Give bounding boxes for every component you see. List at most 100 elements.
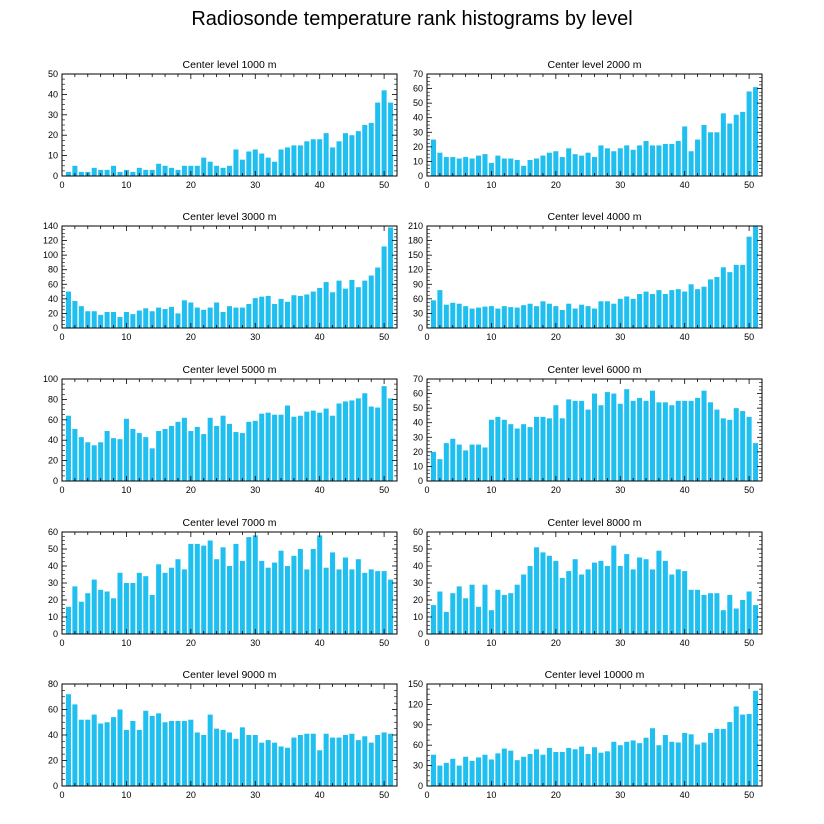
bar [566, 399, 572, 481]
bar [585, 152, 591, 176]
bar [656, 290, 662, 328]
bar [585, 306, 591, 328]
bar [175, 421, 181, 481]
bar [540, 155, 546, 176]
y-tick-label: 120 [408, 265, 423, 275]
bar [98, 442, 104, 481]
bar [349, 569, 355, 634]
chart-panel-3: Center level 3000 m 0 10 20 30 40 50 0 20 40 60 80 1… [43, 211, 398, 342]
y-tick-label: 150 [408, 250, 423, 260]
bar [317, 535, 323, 634]
bar [611, 393, 617, 481]
bar [476, 444, 482, 481]
panel-title: Center level 2000 m [548, 59, 642, 71]
bar [201, 735, 207, 786]
bar [714, 728, 720, 786]
bar [727, 419, 733, 481]
bar [78, 437, 84, 481]
bar [304, 411, 310, 481]
y-tick-label: 50 [48, 544, 58, 554]
x-tick-label: 0 [424, 485, 429, 495]
bar [488, 759, 494, 786]
bar [272, 742, 278, 786]
bar [566, 303, 572, 328]
bar [207, 161, 213, 176]
panel-title: Center level 3000 m [183, 211, 277, 223]
x-tick-label: 10 [121, 790, 131, 800]
bar [669, 405, 675, 481]
bar [720, 610, 726, 634]
bar [375, 571, 381, 634]
bar [91, 579, 97, 634]
bar [553, 151, 559, 176]
bar [624, 389, 630, 481]
x-axis: 0 10 20 30 40 50 [59, 379, 398, 495]
bar [527, 303, 533, 328]
x-axis: 0 10 20 30 40 50 [59, 684, 398, 800]
bar-group [430, 87, 759, 176]
bar [630, 740, 636, 786]
y-tick-label: 40 [413, 113, 423, 123]
x-tick-label: 10 [486, 180, 496, 190]
bar [65, 606, 71, 634]
bar [136, 729, 142, 786]
bar [566, 571, 572, 634]
bar [624, 296, 630, 328]
y-tick-label: 20 [48, 756, 58, 766]
x-tick-label: 40 [680, 180, 690, 190]
bar [362, 393, 368, 481]
bar [437, 152, 443, 176]
x-axis: 0 10 20 30 40 50 [59, 532, 398, 648]
bar [188, 431, 194, 481]
bar [617, 148, 623, 176]
x-tick-label: 40 [315, 638, 325, 648]
y-tick-label: 0 [53, 171, 58, 181]
bar [375, 735, 381, 786]
chart-panel-2: Center level 2000 m 0 10 20 30 40 50 0 10 20 30 40 5… [413, 59, 763, 190]
bar [323, 567, 329, 634]
bar [443, 157, 449, 176]
bar [65, 694, 71, 786]
y-tick-label: 70 [413, 69, 423, 79]
y-tick-label: 60 [48, 705, 58, 715]
bar [463, 598, 469, 634]
bar [355, 559, 361, 634]
bar [175, 313, 181, 328]
x-tick-label: 10 [121, 180, 131, 190]
x-tick-label: 0 [424, 180, 429, 190]
bar [91, 445, 97, 481]
bar [156, 431, 162, 481]
bar [501, 748, 507, 786]
bar [482, 306, 488, 328]
bar [546, 747, 552, 786]
bar [669, 574, 675, 634]
bar [488, 419, 494, 481]
y-axis: 0 20 40 60 80 100 [43, 374, 397, 486]
bar [430, 139, 436, 176]
y-axis: 0 10 20 30 40 50 60 [413, 527, 762, 639]
bar [207, 540, 213, 634]
bar [362, 736, 368, 786]
bar [656, 550, 662, 634]
y-tick-label: 20 [413, 142, 423, 152]
bar [265, 295, 271, 328]
bar [637, 294, 643, 328]
bar [469, 760, 475, 786]
x-tick-label: 30 [250, 638, 260, 648]
bar [514, 307, 520, 328]
y-tick-label: 40 [48, 435, 58, 445]
bar [527, 754, 533, 786]
bar [714, 277, 720, 328]
bar [272, 414, 278, 481]
bar [330, 737, 336, 786]
bar [585, 569, 591, 634]
bar [514, 760, 520, 786]
bar [501, 594, 507, 634]
bar [514, 159, 520, 176]
bar [297, 735, 303, 786]
x-axis: 0 10 20 30 40 50 [424, 74, 763, 190]
x-tick-label: 30 [615, 485, 625, 495]
bar [456, 765, 462, 786]
bar [104, 431, 110, 481]
bar [753, 87, 759, 176]
